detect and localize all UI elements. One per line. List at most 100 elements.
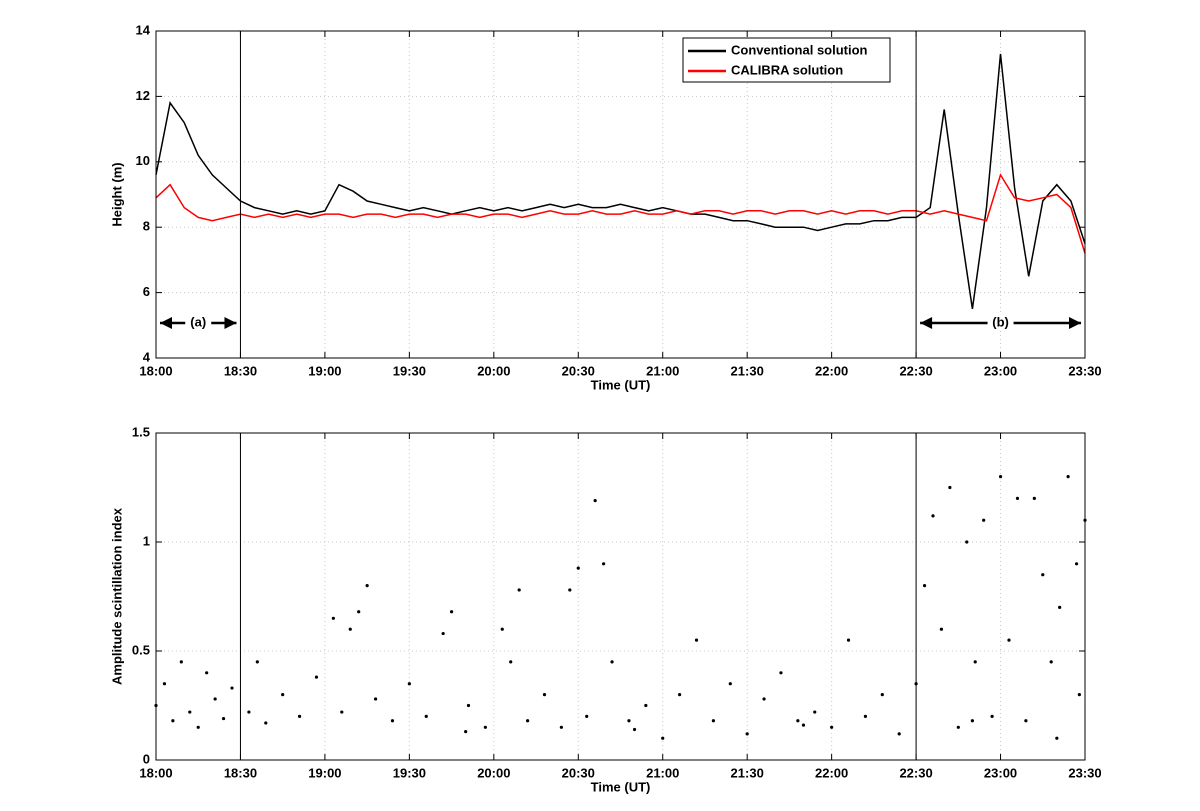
data-point — [331, 616, 335, 620]
region-label: (b) — [992, 314, 1009, 329]
data-point — [559, 725, 563, 729]
x-tick-label: 21:00 — [646, 363, 679, 378]
data-point — [1058, 605, 1062, 610]
data-point — [466, 703, 471, 708]
data-point — [576, 566, 580, 570]
x-tick-label: 20:00 — [477, 363, 510, 378]
data-point — [483, 725, 487, 729]
x-tick-label: 19:00 — [308, 765, 341, 780]
x-axis-label: Time (UT) — [591, 779, 651, 794]
data-point — [632, 727, 637, 732]
legend-box — [682, 37, 891, 83]
data-point — [610, 660, 614, 664]
x-tick-label: 20:30 — [562, 363, 595, 378]
data-point — [526, 719, 530, 723]
data-line — [155, 173, 1086, 254]
data-point — [424, 714, 428, 719]
data-point — [205, 671, 209, 675]
data-point — [247, 710, 251, 714]
arrow-head — [224, 317, 237, 329]
data-point — [990, 714, 994, 719]
data-point — [694, 638, 699, 642]
data-point — [956, 725, 960, 729]
data-point — [998, 475, 1003, 479]
x-tick-label: 18:30 — [224, 363, 257, 378]
x-tick-label: 19:00 — [308, 363, 341, 378]
data-point — [340, 710, 344, 714]
data-point — [602, 562, 606, 566]
y-tick-label: 4 — [143, 349, 151, 364]
x-tick-label: 21:00 — [646, 765, 679, 780]
y-tick-label: 10 — [136, 153, 150, 168]
x-axis-label: Time (UT) — [591, 377, 651, 392]
data-point — [357, 610, 361, 614]
x-tick-label: 21:30 — [731, 363, 764, 378]
data-point — [365, 584, 369, 588]
x-tick-label: 22:00 — [815, 765, 848, 780]
y-tick-label: 14 — [136, 22, 151, 37]
data-point — [230, 686, 234, 690]
x-tick-label: 22:30 — [899, 765, 932, 780]
label-bg — [987, 315, 1014, 331]
data-point — [464, 730, 468, 734]
data-point — [762, 697, 766, 701]
data-point — [407, 682, 411, 686]
data-point — [255, 660, 259, 664]
y-axis-label: Height (m) — [109, 162, 124, 226]
data-line — [155, 53, 1086, 310]
data-point — [517, 588, 521, 592]
y-tick-label: 1.5 — [132, 424, 150, 439]
data-point — [801, 723, 806, 727]
x-tick-label: 22:00 — [815, 363, 848, 378]
x-tick-label: 18:00 — [139, 765, 172, 780]
data-point — [948, 485, 952, 490]
data-point — [880, 693, 884, 697]
data-point — [449, 610, 454, 614]
data-point — [179, 660, 183, 664]
data-point — [1055, 736, 1059, 740]
arrow-head — [1069, 317, 1081, 329]
x-tick-label: 20:30 — [562, 765, 595, 780]
x-tick-label: 23:30 — [1068, 765, 1101, 780]
data-point — [644, 703, 648, 708]
y-tick-label: 6 — [143, 284, 150, 299]
x-tick-label: 18:30 — [224, 765, 257, 780]
label-bg — [185, 315, 212, 331]
data-point — [973, 660, 977, 664]
y-tick-label: 8 — [143, 219, 150, 234]
data-point — [1032, 496, 1036, 500]
y-tick-label: 0 — [143, 751, 150, 766]
x-tick-label: 23:00 — [984, 765, 1017, 780]
data-point — [348, 627, 352, 631]
data-point — [264, 721, 268, 725]
axes-frame — [155, 30, 1086, 359]
data-point — [813, 710, 817, 714]
data-point — [500, 627, 504, 631]
x-tick-label: 20:00 — [477, 765, 510, 780]
data-point — [796, 719, 800, 723]
data-point — [373, 697, 378, 701]
data-point — [1015, 496, 1020, 500]
data-point — [897, 732, 901, 736]
data-point — [863, 714, 868, 719]
data-point — [965, 540, 969, 544]
data-point — [939, 627, 944, 631]
x-tick-label: 19:30 — [393, 363, 426, 378]
data-point — [390, 719, 395, 723]
x-tick-label: 19:30 — [393, 765, 426, 780]
data-point — [728, 682, 732, 686]
data-point — [931, 514, 935, 518]
data-point — [314, 675, 319, 679]
data-point — [1024, 719, 1028, 723]
data-point — [627, 719, 631, 723]
data-point — [970, 719, 974, 723]
data-point — [188, 710, 192, 714]
data-point — [1041, 573, 1045, 577]
data-point — [922, 584, 927, 588]
x-tick-label: 22:30 — [899, 363, 932, 378]
data-point — [162, 682, 167, 686]
y-axis-label: Amplitude scintillation index — [109, 507, 124, 685]
y-tick-label: 12 — [136, 88, 150, 103]
x-tick-label: 23:00 — [984, 363, 1017, 378]
